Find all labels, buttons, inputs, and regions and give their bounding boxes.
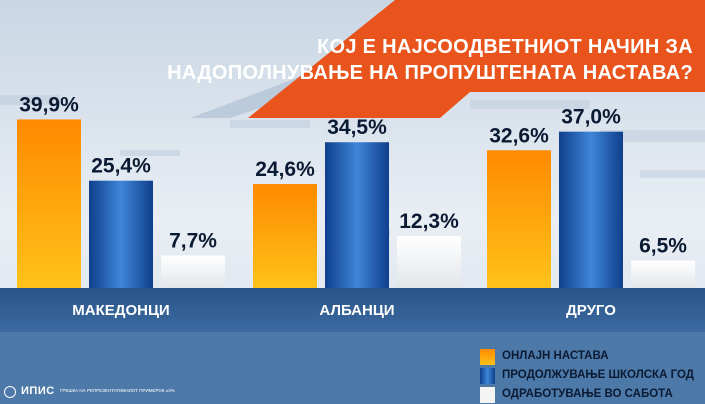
value-label-online-1: 39,9% xyxy=(19,93,79,116)
value-label-online-2: 24,6% xyxy=(255,158,315,181)
legend-swatch-white xyxy=(480,387,495,403)
legend-swatch-blue xyxy=(480,368,495,384)
bar-online-3 xyxy=(487,150,551,288)
bar-extension-1 xyxy=(89,180,153,288)
value-label-extension-2: 34,5% xyxy=(327,116,387,139)
bar-online-1 xyxy=(17,119,81,288)
bar-saturday-1 xyxy=(161,255,225,288)
category-label-3: ДРУГО xyxy=(566,302,616,319)
chart-title-line-2: НАДОПОЛНУВАЊЕ НА ПРОПУШТЕНАТА НАСТАВА? xyxy=(167,62,693,84)
value-label-extension-3: 37,0% xyxy=(561,106,621,129)
legend-swatch-orange xyxy=(480,349,495,365)
category-band xyxy=(0,288,705,332)
legend-item-online: ОНЛАЈН НАСТАВА xyxy=(480,348,702,366)
legend-label: ОДРАБОТУВАЊЕ ВО САБОТА xyxy=(502,388,673,400)
bar-online-2 xyxy=(253,184,317,288)
bar-extension-3 xyxy=(559,131,623,288)
bars xyxy=(17,119,695,288)
bar-saturday-3 xyxy=(631,260,695,288)
ipis-circle-icon xyxy=(4,386,16,398)
value-labels: 39,9% 25,4% 7,7% 24,6% 34,5% 12,3% 32,6% 37,0% 6… xyxy=(19,93,687,257)
bottom-panel xyxy=(0,332,705,404)
legend-label: ПРОДОЛЖУВАЊЕ ШКОЛСКА ГОД xyxy=(502,369,694,381)
value-label-saturday-3: 6,5% xyxy=(639,235,687,258)
legend-item-extension: ПРОДОЛЖУВАЊЕ ШКОЛСКА ГОД xyxy=(480,367,702,385)
bar-saturday-2 xyxy=(397,236,461,288)
chart-title-line-1: КОЈ Е НАЈСООДВЕТНИОТ НАЧИН ЗА xyxy=(316,36,693,58)
value-label-saturday-1: 7,7% xyxy=(169,229,217,252)
category-label-2: АЛБАНЦИ xyxy=(319,302,394,319)
value-label-extension-1: 25,4% xyxy=(91,155,151,178)
sampling-error-note: ГРЕШКА НА РЕПРЕЗЕНТАТИВНИОТ ПРИМЕРОК ±3% xyxy=(60,388,175,393)
category-label-1: МАКЕДОНЦИ xyxy=(72,302,169,319)
brand-name: ИПИС xyxy=(21,385,55,397)
value-label-saturday-2: 12,3% xyxy=(399,210,459,233)
title-band xyxy=(248,0,705,118)
legend-item-saturday: ОДРАБОТУВАЊЕ ВО САБОТА xyxy=(480,386,702,404)
value-label-online-3: 32,6% xyxy=(489,124,549,147)
category-labels: МАКЕДОНЦИ АЛБАНЦИ ДРУГО xyxy=(72,302,616,319)
bar-extension-2 xyxy=(325,142,389,288)
legend-label: ОНЛАЈН НАСТАВА xyxy=(502,350,609,362)
